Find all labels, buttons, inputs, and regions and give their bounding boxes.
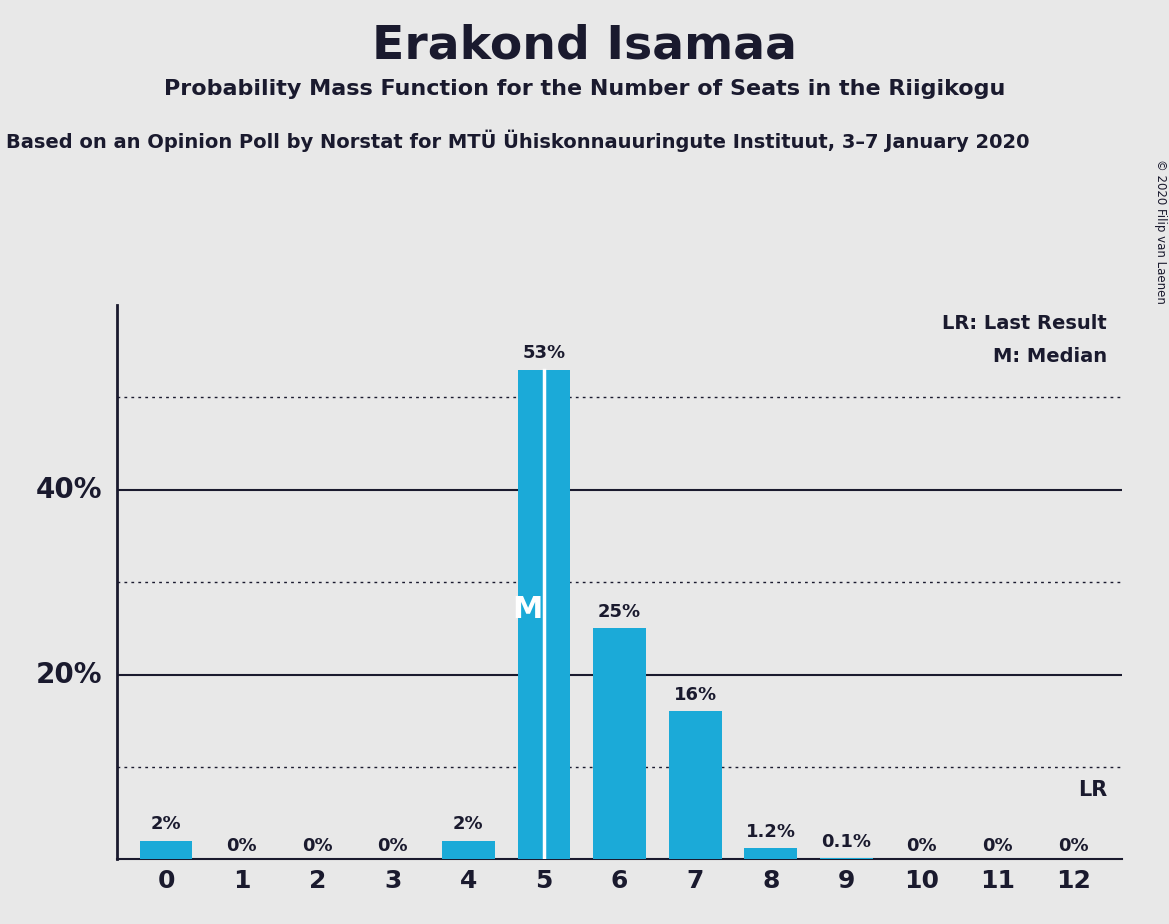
Text: Based on an Opinion Poll by Norstat for MTÜ Ühiskonnauuringute Instituut, 3–7 Ja: Based on an Opinion Poll by Norstat for … <box>6 129 1030 152</box>
Text: 0%: 0% <box>1058 837 1088 855</box>
Bar <box>669 711 721 859</box>
Bar <box>593 628 646 859</box>
Text: 0%: 0% <box>302 837 332 855</box>
Text: LR: LR <box>1078 780 1107 800</box>
Text: © 2020 Filip van Laenen: © 2020 Filip van Laenen <box>1154 159 1168 303</box>
Bar <box>442 841 494 859</box>
Text: LR: Last Result: LR: Last Result <box>942 314 1107 334</box>
Text: 53%: 53% <box>523 345 566 362</box>
Text: 2%: 2% <box>151 816 181 833</box>
Text: 20%: 20% <box>35 661 102 688</box>
Text: 0.1%: 0.1% <box>822 833 871 851</box>
Bar <box>139 841 193 859</box>
Text: 0%: 0% <box>907 837 938 855</box>
Text: 16%: 16% <box>673 687 717 704</box>
Text: M: Median: M: Median <box>992 346 1107 366</box>
Text: Erakond Isamaa: Erakond Isamaa <box>372 23 797 68</box>
Text: M: M <box>512 595 542 625</box>
Text: 2%: 2% <box>454 816 484 833</box>
Bar <box>518 370 570 859</box>
Text: 1.2%: 1.2% <box>746 823 796 841</box>
Text: 0%: 0% <box>378 837 408 855</box>
Text: 0%: 0% <box>227 837 257 855</box>
Bar <box>745 848 797 859</box>
Text: Probability Mass Function for the Number of Seats in the Riigikogu: Probability Mass Function for the Number… <box>164 79 1005 99</box>
Text: 25%: 25% <box>599 603 641 621</box>
Text: 0%: 0% <box>982 837 1012 855</box>
Text: 40%: 40% <box>35 476 102 504</box>
